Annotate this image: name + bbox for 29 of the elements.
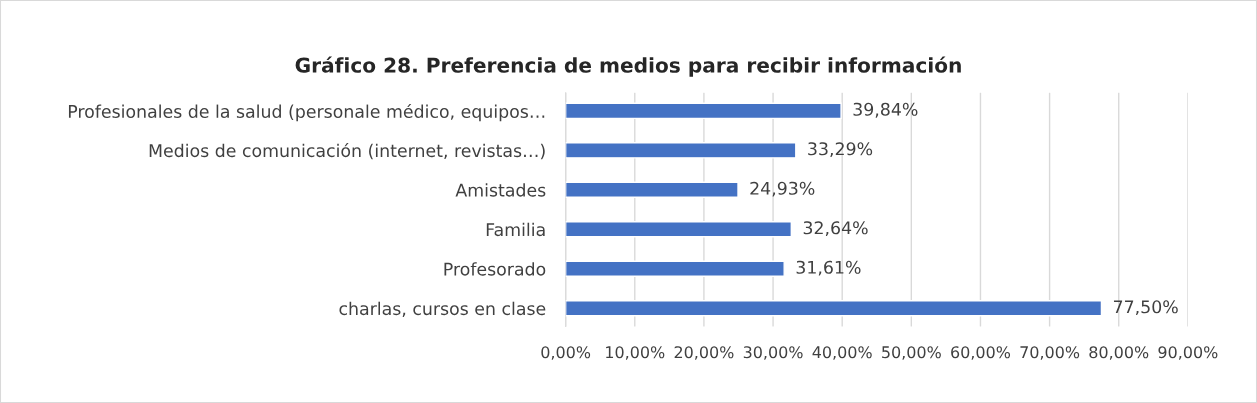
data-label: 32,64% [803,221,868,237]
data-label: 39,84% [853,102,918,118]
x-tick-label: 30,00% [743,346,803,360]
bar [565,221,793,238]
y-tick-label: Familia [486,222,545,237]
x-tick-label: 40,00% [812,346,872,360]
chart-title: Gráfico 28. Preferencia de medios para recibir información [295,56,961,77]
bar [565,300,1103,317]
x-tick-label: 10,00% [606,346,665,360]
bar [565,142,797,159]
y-tick-label: Profesorado [444,262,546,276]
x-tick-label: 80,00% [1089,346,1149,360]
x-tick-label: 70,00% [1020,346,1080,360]
y-tick-label: Medios de comunicación (internet, revistas…) [149,143,545,160]
bar [565,102,842,120]
x-tick-label: 60,00% [951,346,1011,360]
bar [565,260,785,278]
y-tick-label: Profesionales de la salud (personale médico, equipos… [68,103,545,122]
x-tick-label: 90,00% [1158,346,1218,360]
x-tick-label: 0,00% [541,346,591,360]
data-label: 33,29% [808,142,873,158]
y-tick-label: Amistades [455,183,546,197]
x-tick-label: 50,00% [882,346,941,360]
data-label: 77,50% [1113,300,1178,316]
data-label: 24,93% [750,181,815,197]
x-tick-label: 20,00% [674,346,734,360]
y-tick-label: charlas, cursos en clase [339,301,546,317]
bar [565,181,739,199]
data-label: 31,61% [796,260,861,276]
